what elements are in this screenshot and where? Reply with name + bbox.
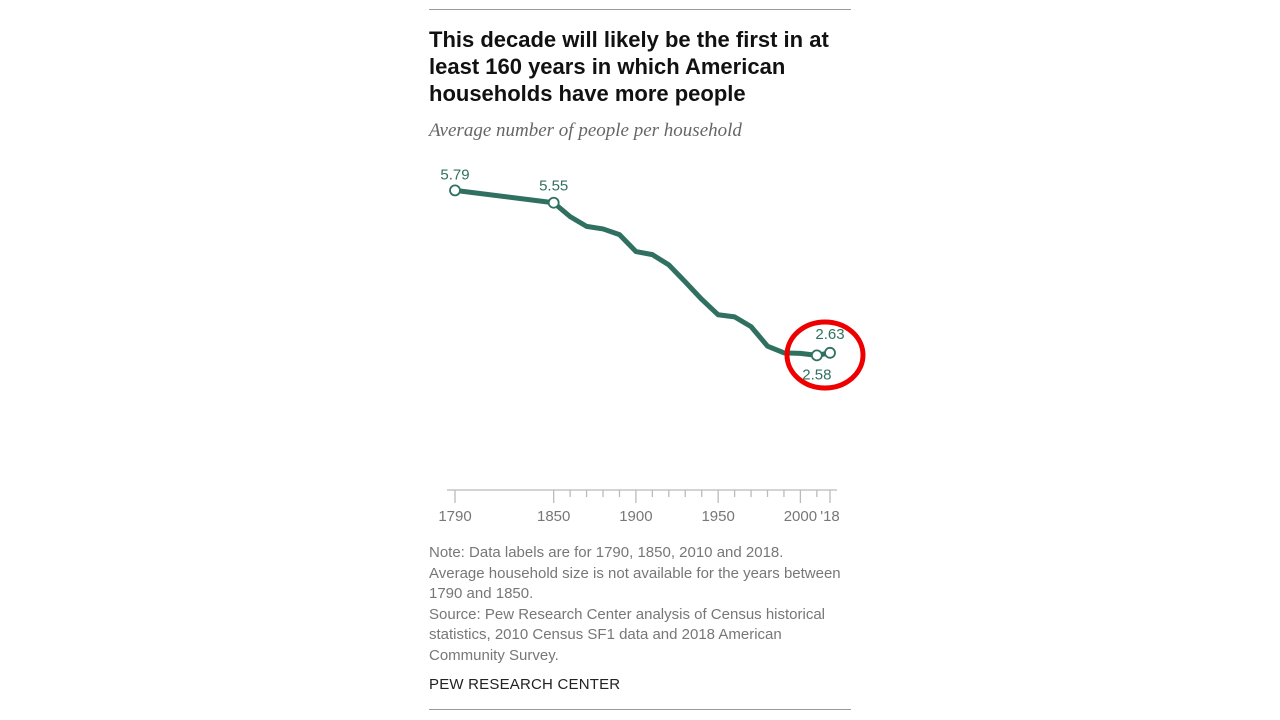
bottom-rule <box>429 709 851 710</box>
x-tick-label: '18 <box>820 508 840 525</box>
x-tick-label: 2000 <box>784 508 817 525</box>
data-point-marker <box>449 184 461 197</box>
data-label: 5.55 <box>539 178 568 195</box>
source-line: Source: Pew Research Center analysis of … <box>429 605 826 664</box>
data-label: 2.58 <box>802 366 831 383</box>
series <box>452 187 833 358</box>
x-tick-label: 1900 <box>619 508 652 525</box>
highlight-circle <box>784 319 866 391</box>
data-point-marker <box>810 349 823 362</box>
series-line <box>452 187 833 358</box>
data-label: 2.63 <box>815 326 844 343</box>
annotation <box>784 319 866 391</box>
chart-title: This decade will likely be the first in … <box>429 27 829 106</box>
x-tick-label: 1850 <box>537 508 570 525</box>
x-tick-label: 1950 <box>701 508 734 525</box>
data-points: 5.79 5.55 2.58 2.63 <box>440 166 844 383</box>
chart-subtitle: Average number of people per household <box>429 120 742 141</box>
x-tick-label: 1790 <box>438 508 471 525</box>
note-line: Note: Data labels are for 1790, 1850, 20… <box>429 544 784 561</box>
brand-label: PEW RESEARCH CENTER <box>429 676 621 693</box>
notes: Note: Data labels are for 1790, 1850, 20… <box>429 543 849 666</box>
top-rule <box>429 9 851 10</box>
data-label: 5.79 <box>440 166 469 183</box>
data-point-marker <box>824 346 836 359</box>
note-line: Average household size is not available … <box>429 564 841 603</box>
x-axis: 1790 1850 1900 1950 2000'18 <box>438 489 840 525</box>
data-point-marker <box>547 196 560 209</box>
